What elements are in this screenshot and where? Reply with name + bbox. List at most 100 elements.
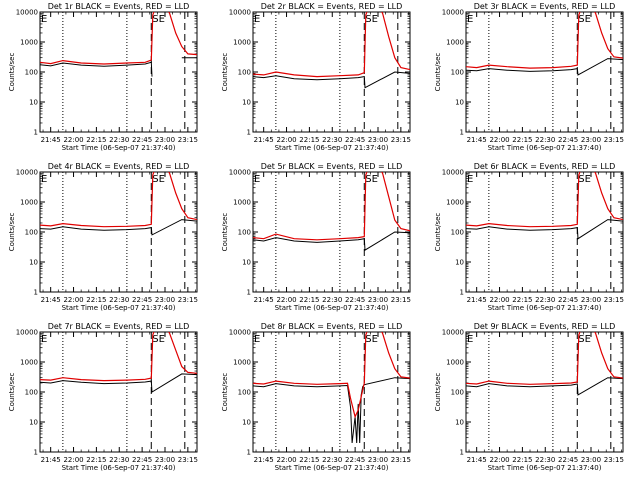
y-tick-label: 10 bbox=[455, 99, 464, 107]
marker-se: SE bbox=[578, 174, 591, 185]
x-tick-label: 23:15 bbox=[178, 136, 198, 144]
y-tick-label: 1 bbox=[460, 129, 464, 137]
x-tick-label: 22:30 bbox=[535, 296, 555, 304]
x-axis-label: Start Time (06-Sep-07 21:37:40) bbox=[62, 464, 176, 472]
x-tick-label: 23:15 bbox=[178, 296, 198, 304]
lld-series-line bbox=[466, 12, 623, 69]
y-tick-label: 10 bbox=[29, 419, 38, 427]
x-tick-label: 22:30 bbox=[322, 456, 342, 464]
y-axis-label: Counts/sec bbox=[8, 213, 16, 252]
x-tick-label: 23:15 bbox=[604, 456, 624, 464]
y-tick-label: 10 bbox=[242, 419, 251, 427]
x-tick-label: 22:45 bbox=[345, 136, 365, 144]
y-tick-label: 10000 bbox=[229, 169, 251, 177]
x-tick-label: 22:15 bbox=[86, 456, 106, 464]
x-tick-label: 23:00 bbox=[155, 136, 175, 144]
panel-title: Det 3r BLACK = Events, RED = LLD bbox=[474, 2, 616, 11]
panel-1: Det 1r BLACK = Events, RED = LLD 1 10 100 10… bbox=[8, 2, 198, 152]
y-axis-label: Counts/sec bbox=[434, 373, 442, 412]
x-tick-label: 23:00 bbox=[368, 296, 388, 304]
x-tick-label: 22:45 bbox=[558, 296, 578, 304]
marker-se: SE bbox=[365, 334, 378, 345]
events-series-line bbox=[40, 219, 197, 236]
y-tick-label: 10000 bbox=[16, 9, 38, 17]
events-series-line bbox=[466, 377, 623, 396]
y-tick-label: 1000 bbox=[233, 39, 251, 47]
y-tick-label: 1 bbox=[460, 289, 464, 297]
x-tick-label: 21:45 bbox=[41, 136, 61, 144]
y-tick-label: 1 bbox=[34, 129, 38, 137]
y-tick-label: 10000 bbox=[16, 169, 38, 177]
x-tick-label: 22:30 bbox=[535, 456, 555, 464]
x-tick-label: 22:15 bbox=[299, 136, 319, 144]
y-tick-label: 10 bbox=[455, 419, 464, 427]
y-axis-label: Counts/sec bbox=[434, 213, 442, 252]
events-series-line bbox=[466, 219, 623, 240]
panel-8: Det 8r BLACK = Events, RED = LLD 1 10 100 10… bbox=[221, 322, 411, 472]
x-tick-label: 23:15 bbox=[604, 296, 624, 304]
y-tick-label: 100 bbox=[238, 229, 251, 237]
x-tick-label: 22:30 bbox=[109, 136, 129, 144]
y-tick-label: 10 bbox=[29, 99, 38, 107]
y-axis-label: Counts/sec bbox=[221, 53, 229, 92]
y-axis-label: Counts/sec bbox=[221, 213, 229, 252]
panel-3: Det 3r BLACK = Events, RED = LLD 1 10 100 10… bbox=[434, 2, 624, 152]
x-tick-label: 23:15 bbox=[604, 136, 624, 144]
y-tick-label: 1000 bbox=[446, 39, 464, 47]
lld-series-line bbox=[40, 332, 197, 382]
x-tick-label: 23:15 bbox=[178, 456, 198, 464]
x-tick-label: 22:00 bbox=[63, 136, 83, 144]
x-tick-label: 22:15 bbox=[86, 296, 106, 304]
x-tick-label: 22:30 bbox=[535, 136, 555, 144]
y-axis-label: Counts/sec bbox=[8, 373, 16, 412]
y-tick-label: 1000 bbox=[446, 199, 464, 207]
y-tick-label: 10 bbox=[455, 259, 464, 267]
y-tick-label: 10 bbox=[242, 259, 251, 267]
x-tick-label: 23:00 bbox=[368, 136, 388, 144]
events-series-line bbox=[253, 231, 410, 251]
x-tick-label: 21:45 bbox=[467, 456, 487, 464]
x-tick-label: 22:15 bbox=[299, 296, 319, 304]
panel-7: Det 7r BLACK = Events, RED = LLD 1 10 100 10… bbox=[8, 322, 198, 472]
y-tick-label: 10 bbox=[29, 259, 38, 267]
y-tick-label: 100 bbox=[238, 389, 251, 397]
marker-se: SE bbox=[578, 334, 591, 345]
events-series-line bbox=[40, 57, 197, 77]
events-series-line bbox=[40, 373, 197, 393]
y-tick-label: 1000 bbox=[20, 359, 38, 367]
x-tick-label: 21:45 bbox=[254, 456, 274, 464]
x-tick-label: 22:15 bbox=[512, 296, 532, 304]
x-axis-label: Start Time (06-Sep-07 21:37:40) bbox=[488, 304, 602, 312]
x-tick-label: 22:00 bbox=[63, 456, 83, 464]
x-axis-label: Start Time (06-Sep-07 21:37:40) bbox=[275, 304, 389, 312]
marker-e: E bbox=[254, 14, 260, 25]
y-tick-label: 10000 bbox=[442, 169, 464, 177]
y-tick-label: 100 bbox=[25, 69, 38, 77]
panel-2: Det 2r BLACK = Events, RED = LLD 1 10 100 10… bbox=[221, 2, 411, 152]
y-tick-label: 100 bbox=[25, 229, 38, 237]
y-axis-label: Counts/sec bbox=[8, 53, 16, 92]
marker-e: E bbox=[41, 174, 47, 185]
x-axis-label: Start Time (06-Sep-07 21:37:40) bbox=[275, 144, 389, 152]
x-tick-label: 23:15 bbox=[391, 136, 411, 144]
marker-se: SE bbox=[365, 14, 378, 25]
x-tick-label: 22:15 bbox=[86, 136, 106, 144]
y-tick-label: 1 bbox=[247, 449, 251, 457]
y-tick-label: 10000 bbox=[442, 329, 464, 337]
y-tick-label: 1000 bbox=[233, 359, 251, 367]
x-tick-label: 22:45 bbox=[345, 296, 365, 304]
x-tick-label: 22:00 bbox=[489, 296, 509, 304]
panel-5: Det 5r BLACK = Events, RED = LLD 1 10 100 10… bbox=[221, 162, 411, 312]
panel-title: Det 1r BLACK = Events, RED = LLD bbox=[48, 2, 190, 11]
x-tick-label: 21:45 bbox=[41, 456, 61, 464]
panel-title: Det 4r BLACK = Events, RED = LLD bbox=[48, 162, 190, 171]
x-tick-label: 22:45 bbox=[345, 456, 365, 464]
x-tick-label: 22:45 bbox=[558, 136, 578, 144]
events-series-line bbox=[466, 58, 623, 76]
lld-series-line bbox=[40, 12, 197, 65]
y-tick-label: 1000 bbox=[20, 39, 38, 47]
x-tick-label: 22:15 bbox=[512, 136, 532, 144]
panel-title: Det 2r BLACK = Events, RED = LLD bbox=[261, 2, 403, 11]
y-tick-label: 1 bbox=[460, 449, 464, 457]
x-axis-label: Start Time (06-Sep-07 21:37:40) bbox=[62, 304, 176, 312]
